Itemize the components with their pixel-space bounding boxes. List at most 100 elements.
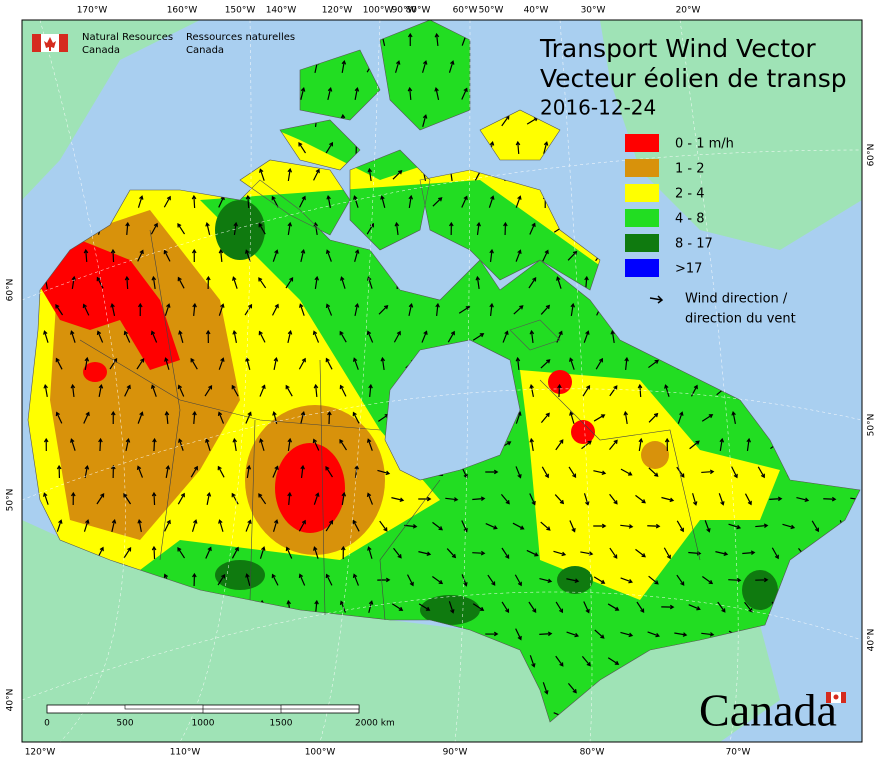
wind-arrow: [340, 545, 346, 560]
wind-legend-text: Wind direction /: [685, 292, 788, 307]
wind-arrow: [515, 195, 522, 208]
wind-arrow: [542, 682, 549, 695]
wind-arrow: [217, 573, 226, 586]
wind-arrow: [137, 302, 143, 317]
zone-0-1-prairie: [275, 443, 345, 533]
wind-arrow: [125, 221, 130, 236]
wind-arrow: [593, 523, 607, 529]
wind-arrow: [704, 520, 711, 533]
bottom-graticule-label: 100°W: [305, 748, 336, 758]
wind-arrow: [476, 221, 481, 236]
wind-arrow: [472, 496, 486, 502]
agency-fr: Canada: [186, 45, 224, 56]
wind-arrow: [43, 383, 48, 398]
wind-arrow: [206, 491, 212, 506]
wind-arrow: [164, 519, 171, 532]
wind-arrow: [395, 60, 401, 73]
wind-arrow: [448, 601, 455, 614]
flag-bar: [826, 692, 831, 703]
wind-arrow: [569, 411, 575, 424]
flag-bar: [841, 692, 846, 703]
legend-swatch: [625, 234, 659, 252]
wind-arrow: [635, 548, 646, 558]
wind-arrow: [557, 383, 562, 398]
wind-arrow: [501, 115, 510, 127]
wind-arrow: [556, 276, 562, 289]
wind-arrow: [514, 574, 522, 587]
wind-arrow: [458, 306, 471, 314]
wind-arrow: [123, 330, 131, 343]
scale-label: 2000 km: [355, 719, 395, 729]
flag-bar: [32, 34, 41, 52]
wind-arrow: [83, 248, 89, 263]
graticule: [22, 20, 862, 742]
wind-arrow: [110, 248, 116, 263]
wind-arrow: [489, 302, 494, 317]
scale-label: 1000: [192, 719, 215, 729]
wind-arrow: [418, 603, 431, 611]
top-graticule-label: 90°W: [392, 6, 417, 16]
wind-arrow: [583, 493, 590, 506]
wind-arrow: [664, 384, 670, 397]
wind-arrow: [164, 410, 170, 425]
wind-arrow: [676, 466, 685, 478]
title: Transport Wind Vector: [539, 34, 816, 63]
wind-arrow: [191, 519, 198, 532]
wind-arrow: [70, 383, 76, 398]
left-graticule-label: 50°N: [6, 489, 16, 512]
wind-arrow: [689, 440, 700, 450]
wind-arrow: [163, 195, 171, 208]
scale-labels: 0 500 1000 1500 2000 km: [44, 719, 395, 729]
wind-arrow: [771, 547, 779, 560]
wind-arrow: [313, 546, 319, 559]
wind-arrow: [744, 493, 752, 506]
wind-arrow: [582, 384, 591, 397]
wind-arrow: [70, 491, 76, 506]
wind-arrow: [245, 573, 251, 586]
wind-arrow: [677, 411, 684, 424]
wind-arrow: [151, 545, 157, 560]
legend-swatch: [625, 184, 659, 202]
wind-arrow: [664, 437, 670, 452]
wind-arrow: [610, 329, 616, 344]
wind-arrow: [314, 275, 320, 290]
bottom-graticule-label: 110°W: [170, 748, 201, 758]
wind-arrow: [540, 359, 551, 369]
wind-arrow: [56, 519, 63, 532]
wind-arrow: [244, 249, 251, 262]
zone-8-17: [215, 200, 265, 260]
wind-arrow: [325, 465, 333, 478]
wind-arrow: [566, 631, 580, 638]
bottom-graticule-label: 80°W: [580, 748, 605, 758]
wind-arrow: [271, 573, 279, 586]
wind-arrow: [661, 604, 675, 610]
wind-arrow: [300, 464, 305, 479]
scale-segment: [202, 708, 282, 714]
wind-arrow: [55, 304, 64, 316]
wind-arrow: [271, 303, 279, 316]
wind-arrow: [609, 439, 618, 451]
wind-arrow: [701, 469, 715, 475]
wind-arrow: [232, 276, 238, 289]
wind-arrow: [366, 222, 374, 235]
wind-arrow: [755, 523, 769, 529]
wind-arrow: [676, 574, 685, 586]
wind-arrow: [55, 357, 63, 370]
wind-arrow: [407, 86, 413, 101]
wind-arrow: [515, 466, 522, 479]
wind-arrow: [353, 195, 359, 208]
wind-arrow: [258, 330, 266, 343]
zone-8-17: [742, 570, 778, 610]
wind-arrow: [796, 496, 810, 503]
wind-arrow: [393, 547, 402, 559]
map-body: Natural Resources Canada Ressources natu…: [22, 20, 862, 742]
wind-arrow: [245, 411, 252, 424]
agency-en: Natural Resources: [82, 32, 173, 43]
wind-arrow: [485, 469, 499, 475]
wind-arrow: [217, 465, 225, 478]
wind-arrow: [555, 655, 564, 667]
scale-segment: [280, 704, 360, 710]
wind-arrow: [528, 601, 537, 613]
wind-arrow: [367, 167, 373, 182]
canada-wordmark: Canada: [699, 685, 837, 736]
